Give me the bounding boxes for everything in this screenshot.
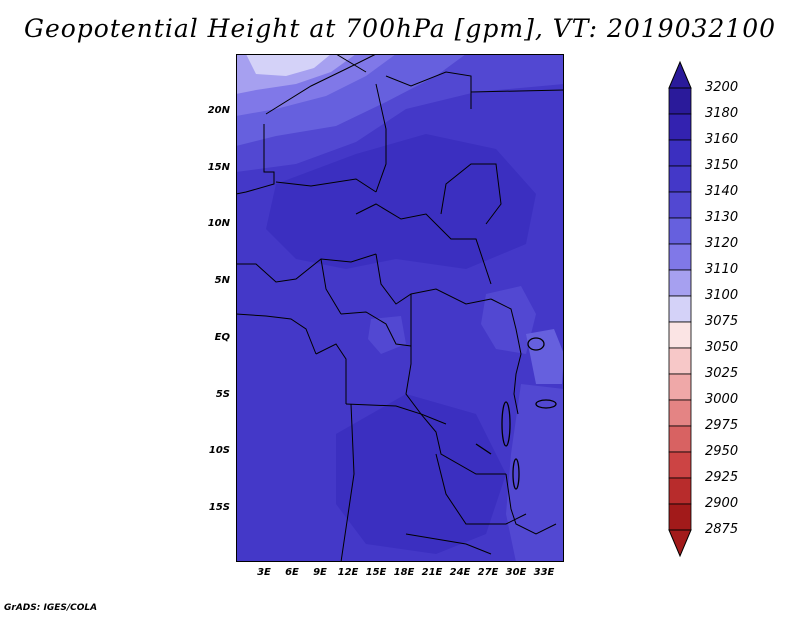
credit-text: GrADS: IGES/COLA [4,603,98,613]
colorbar-label: 3075 [705,314,739,329]
colorbar-segment [668,217,692,245]
colorbar-label: 2950 [705,444,739,459]
colorbar-label: 2975 [705,418,739,433]
height-band-3100 [246,54,331,76]
colorbar-segment [668,347,692,375]
colorbar-segment [668,243,692,271]
colorbar-top-arrow [668,60,692,89]
height-band-se-3140 [506,384,564,562]
lon-tick-label: 27E [477,567,499,578]
map-frame [236,54,564,562]
lakes [475,337,557,490]
colorbar-segment [668,295,692,323]
colorbar-label: 3025 [705,366,739,381]
colorbar-segment [668,503,692,531]
lon-tick-label: 21E [421,567,443,578]
colorbar-label: 3110 [705,262,739,277]
colorbar [668,60,692,558]
colorbar-segment [668,191,692,219]
chart-title: Geopotential Height at 700hPa [gpm], VT:… [23,14,777,43]
political-boundaries [236,54,564,562]
lat-tick-label: 15N [207,162,230,173]
colorbar-label: 3140 [705,184,739,199]
lat-tick-label: 10S [208,445,230,456]
colorbar-segment [668,139,692,167]
colorbar-bottom-arrow [668,529,692,558]
height-band-east-3130 [526,329,564,384]
colorbar-segment [668,399,692,427]
colorbar-label: 3150 [705,158,739,173]
lat-tick-label: 15S [208,502,230,513]
colorbar-segment [668,321,692,349]
colorbar-label: 3050 [705,340,739,355]
lon-tick-label: 3E [257,567,271,578]
lat-tick-label: 5N [214,275,230,286]
height-band-east-3140 [481,286,536,354]
lon-tick-label: 6E [285,567,299,578]
colorbar-label: 2900 [705,496,739,511]
map-panel [236,54,564,562]
colorbar-segments [668,87,692,531]
colorbar-segment [668,269,692,297]
lat-tick-label: 20N [207,105,230,116]
colorbar-label: 3160 [705,132,739,147]
colorbar-segment [668,477,692,505]
colorbar-segment [668,113,692,141]
lat-tick-label: 5S [215,389,230,400]
lon-tick-label: 24E [449,567,471,578]
lon-tick-label: 9E [313,567,327,578]
colorbar-label: 3100 [705,288,739,303]
lon-tick-label: 18E [393,567,415,578]
colorbar-segment [668,373,692,401]
lon-tick-label: 30E [505,567,527,578]
colorbar-segment [668,165,692,193]
colorbar-segment [668,87,692,115]
map-canvas [236,54,564,562]
lat-tick-label: 10N [207,218,230,229]
colorbar-label: 2925 [705,470,739,485]
colorbar-segment [668,425,692,453]
height-band-3160-south [336,394,506,554]
colorbar-label: 3180 [705,106,739,121]
lon-tick-label: 15E [365,567,387,578]
colorbar-label: 3130 [705,210,739,225]
colorbar-segment [668,451,692,479]
colorbar-label: 3000 [705,392,739,407]
height-band-3160 [266,134,536,269]
lon-tick-label: 12E [337,567,359,578]
colorbar-label: 3200 [705,80,739,95]
colorbar-label: 3120 [705,236,739,251]
lon-tick-label: 33E [533,567,555,578]
lat-tick-label: EQ [214,332,230,343]
colorbar-label: 2875 [705,522,739,537]
